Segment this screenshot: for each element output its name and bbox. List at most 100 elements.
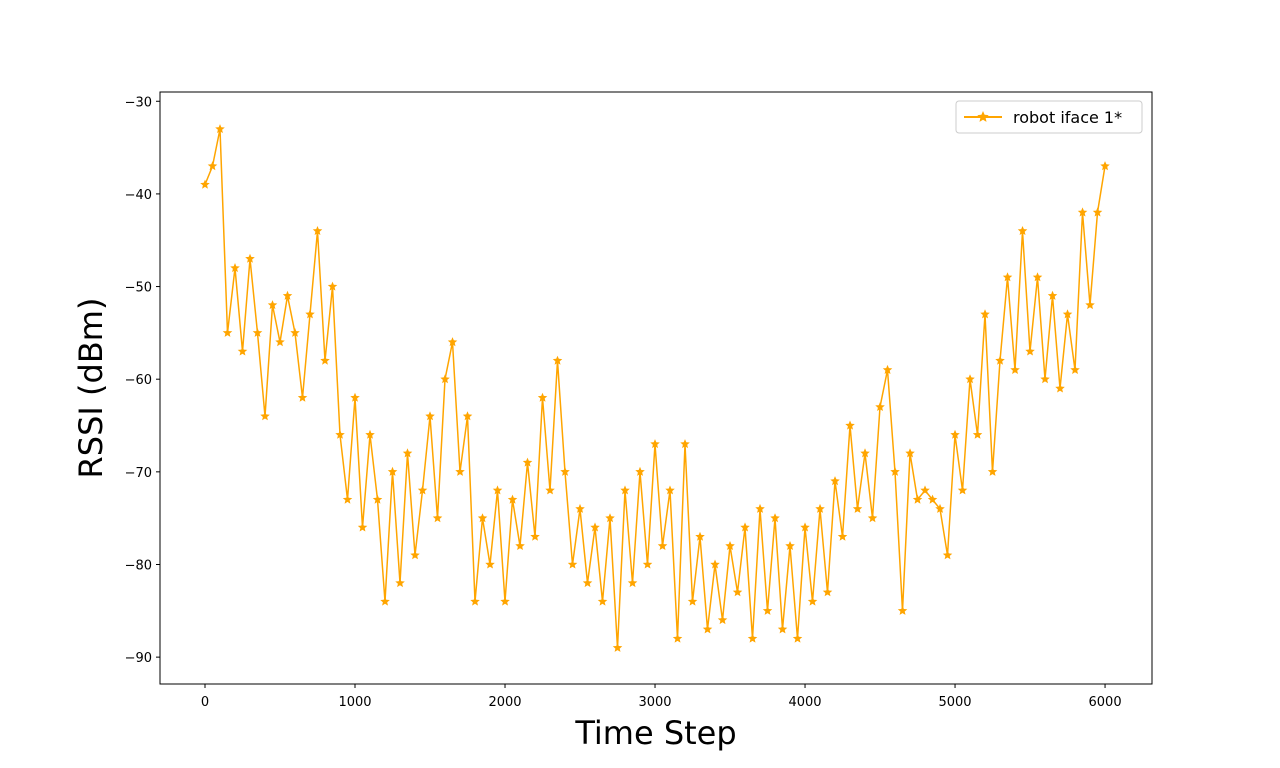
- point-marker: [605, 513, 615, 523]
- point-marker: [995, 355, 1005, 365]
- point-marker: [297, 392, 308, 402]
- point-marker: [492, 485, 503, 495]
- point-marker: [530, 531, 540, 541]
- legend-marker: [977, 111, 989, 122]
- point-marker: [882, 364, 893, 374]
- point-marker: [627, 578, 638, 588]
- point-marker: [920, 485, 930, 495]
- point-marker: [875, 402, 885, 411]
- point-marker: [552, 355, 563, 365]
- point-marker: [350, 392, 360, 402]
- point-marker: [762, 605, 773, 615]
- point-marker: [597, 596, 608, 606]
- point-marker: [1040, 374, 1050, 384]
- point-marker: [755, 503, 765, 513]
- y-axis-label: RSSI (dBm): [72, 298, 110, 479]
- point-marker: [447, 337, 458, 347]
- point-marker: [275, 337, 285, 347]
- point-marker: [830, 476, 840, 486]
- point-marker: [590, 522, 600, 532]
- x-tick-label: 0: [201, 695, 209, 710]
- point-marker: [785, 541, 795, 550]
- point-marker: [500, 596, 510, 606]
- x-tick-label: 1000: [338, 695, 371, 710]
- point-marker: [290, 327, 300, 337]
- point-marker: [402, 448, 413, 458]
- point-marker: [845, 420, 855, 430]
- point-marker: [282, 290, 293, 300]
- point-marker: [807, 596, 818, 606]
- point-marker: [410, 550, 420, 560]
- point-marker: [380, 596, 390, 606]
- point-marker: [687, 596, 698, 606]
- point-marker: [507, 494, 518, 504]
- point-marker: [222, 327, 233, 337]
- point-marker: [365, 429, 375, 439]
- legend-text: robot iface 1*: [1013, 108, 1122, 127]
- point-marker: [747, 633, 758, 643]
- point-marker: [372, 494, 383, 504]
- point-marker: [1002, 272, 1013, 282]
- point-marker: [200, 179, 210, 189]
- point-marker: [1010, 364, 1020, 374]
- point-marker: [740, 522, 750, 532]
- point-marker: [462, 411, 473, 421]
- x-tick-label: 2000: [488, 695, 521, 710]
- point-marker: [425, 411, 435, 421]
- x-tick-label: 6000: [1089, 695, 1122, 710]
- point-marker: [680, 439, 690, 449]
- point-marker: [987, 466, 998, 476]
- point-marker: [305, 309, 315, 319]
- point-marker: [890, 466, 900, 476]
- y-tick-label: −50: [125, 281, 152, 296]
- point-marker: [852, 503, 863, 513]
- x-axis-label: Time Step: [574, 714, 736, 752]
- point-marker: [215, 124, 225, 134]
- point-marker: [612, 642, 623, 652]
- y-tick-label: −30: [125, 95, 152, 110]
- legend: robot iface 1*: [955, 100, 1143, 134]
- point-marker: [710, 559, 720, 569]
- point-marker: [267, 300, 278, 310]
- y-tick-label: −70: [125, 466, 152, 481]
- point-marker: [387, 466, 398, 476]
- point-marker: [672, 633, 683, 643]
- point-marker: [575, 503, 585, 513]
- point-marker: [455, 466, 465, 476]
- point-marker: [417, 485, 428, 495]
- point-marker: [260, 411, 270, 421]
- point-marker: [1025, 346, 1035, 356]
- point-marker: [957, 485, 968, 495]
- point-marker: [950, 429, 960, 439]
- point-marker: [860, 448, 870, 458]
- y-tick-label: −90: [125, 651, 152, 666]
- point-marker: [440, 374, 450, 384]
- point-marker: [657, 541, 668, 550]
- point-marker: [395, 578, 405, 588]
- y-tick-label: −60: [125, 373, 152, 388]
- point-marker: [912, 494, 923, 504]
- point-marker: [515, 541, 525, 550]
- point-marker: [327, 281, 338, 291]
- point-marker: [905, 448, 915, 458]
- point-marker: [320, 355, 330, 365]
- point-marker: [867, 513, 878, 523]
- point-marker: [245, 253, 255, 263]
- point-marker: [485, 559, 495, 569]
- point-marker: [470, 596, 480, 606]
- point-marker: [732, 587, 743, 597]
- point-marker: [560, 466, 570, 476]
- point-marker: [312, 226, 323, 235]
- point-marker: [620, 485, 630, 495]
- point-marker: [432, 513, 443, 523]
- point-marker: [1077, 207, 1088, 217]
- point-marker: [665, 485, 675, 495]
- point-marker: [1085, 300, 1095, 310]
- point-marker: [695, 531, 705, 541]
- point-marker: [972, 429, 983, 439]
- point-marker: [335, 429, 345, 439]
- point-marker: [965, 374, 975, 384]
- point-marker: [717, 615, 728, 625]
- point-marker: [1047, 290, 1058, 300]
